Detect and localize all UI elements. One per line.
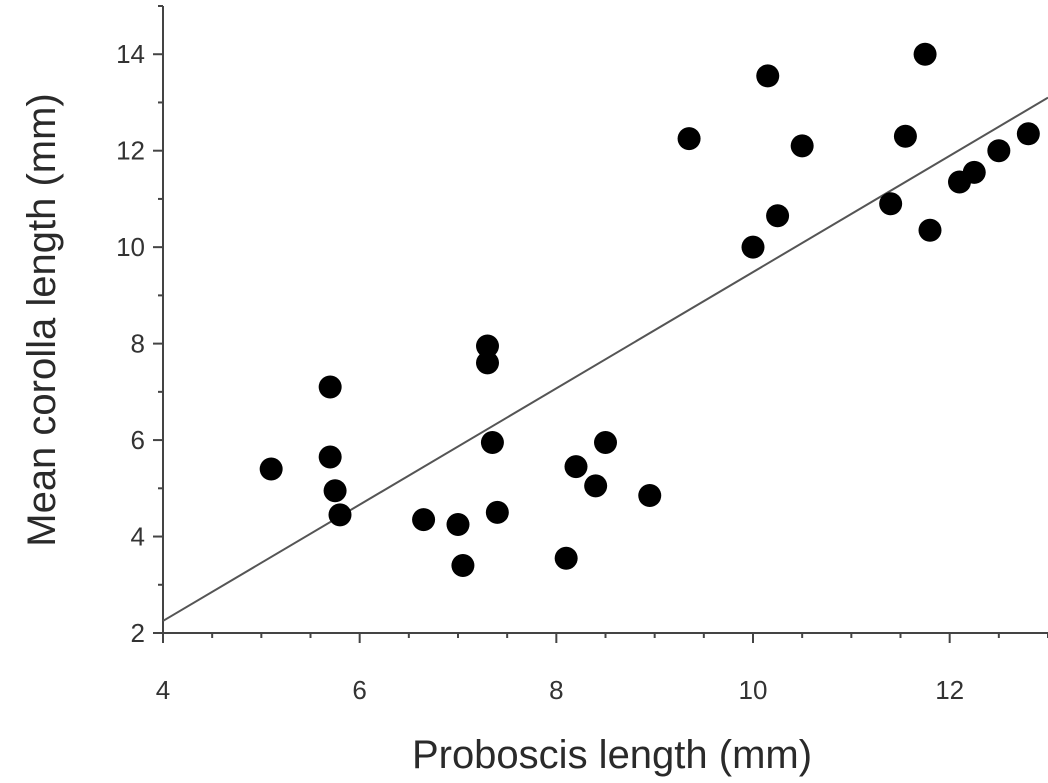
y-ticks: 2 4 6 8 10 12 14	[116, 5, 163, 648]
data-point	[451, 553, 475, 577]
x-tick-label: 12	[935, 675, 964, 705]
y-tick-label: 10	[116, 232, 145, 262]
data-points	[259, 42, 1040, 577]
data-point	[790, 134, 814, 158]
data-point	[323, 479, 347, 503]
data-point	[412, 508, 436, 532]
y-tick-label: 8	[131, 329, 145, 359]
data-point	[318, 445, 342, 469]
data-point	[594, 430, 617, 454]
x-ticks: 4 6 8 10 12	[156, 633, 1048, 705]
data-point	[1016, 122, 1040, 146]
data-point	[554, 546, 578, 570]
data-point	[259, 457, 283, 481]
x-tick-label: 4	[156, 675, 170, 705]
data-point	[766, 204, 790, 228]
x-tick-label: 10	[739, 675, 768, 705]
y-tick-label: 4	[131, 522, 145, 552]
data-point	[564, 455, 588, 479]
y-tick-label: 6	[131, 425, 145, 455]
x-axis-title: Proboscis length (mm)	[412, 733, 812, 777]
data-point	[476, 334, 499, 358]
x-tick-label: 8	[549, 675, 563, 705]
data-point	[476, 351, 499, 375]
y-axis-title: Mean corolla length (mm)	[20, 93, 64, 547]
data-point	[677, 127, 701, 151]
y-tick-label: 14	[116, 39, 145, 69]
y-tick-label: 2	[131, 618, 145, 648]
data-point	[879, 192, 903, 216]
axes	[162, 6, 1048, 634]
data-point	[328, 503, 352, 527]
data-point	[446, 512, 470, 536]
data-point	[480, 430, 504, 454]
data-point	[318, 375, 342, 399]
data-point	[485, 500, 509, 524]
data-point	[741, 235, 765, 259]
data-point	[918, 218, 942, 242]
data-point	[962, 160, 986, 184]
data-point	[638, 484, 662, 508]
data-point	[987, 139, 1011, 163]
data-point	[893, 124, 917, 148]
data-point	[913, 42, 937, 66]
x-tick-label: 6	[352, 675, 366, 705]
trend-line	[162, 96, 1048, 622]
data-point	[756, 64, 780, 88]
y-tick-label: 12	[116, 136, 145, 166]
data-point	[584, 474, 608, 498]
